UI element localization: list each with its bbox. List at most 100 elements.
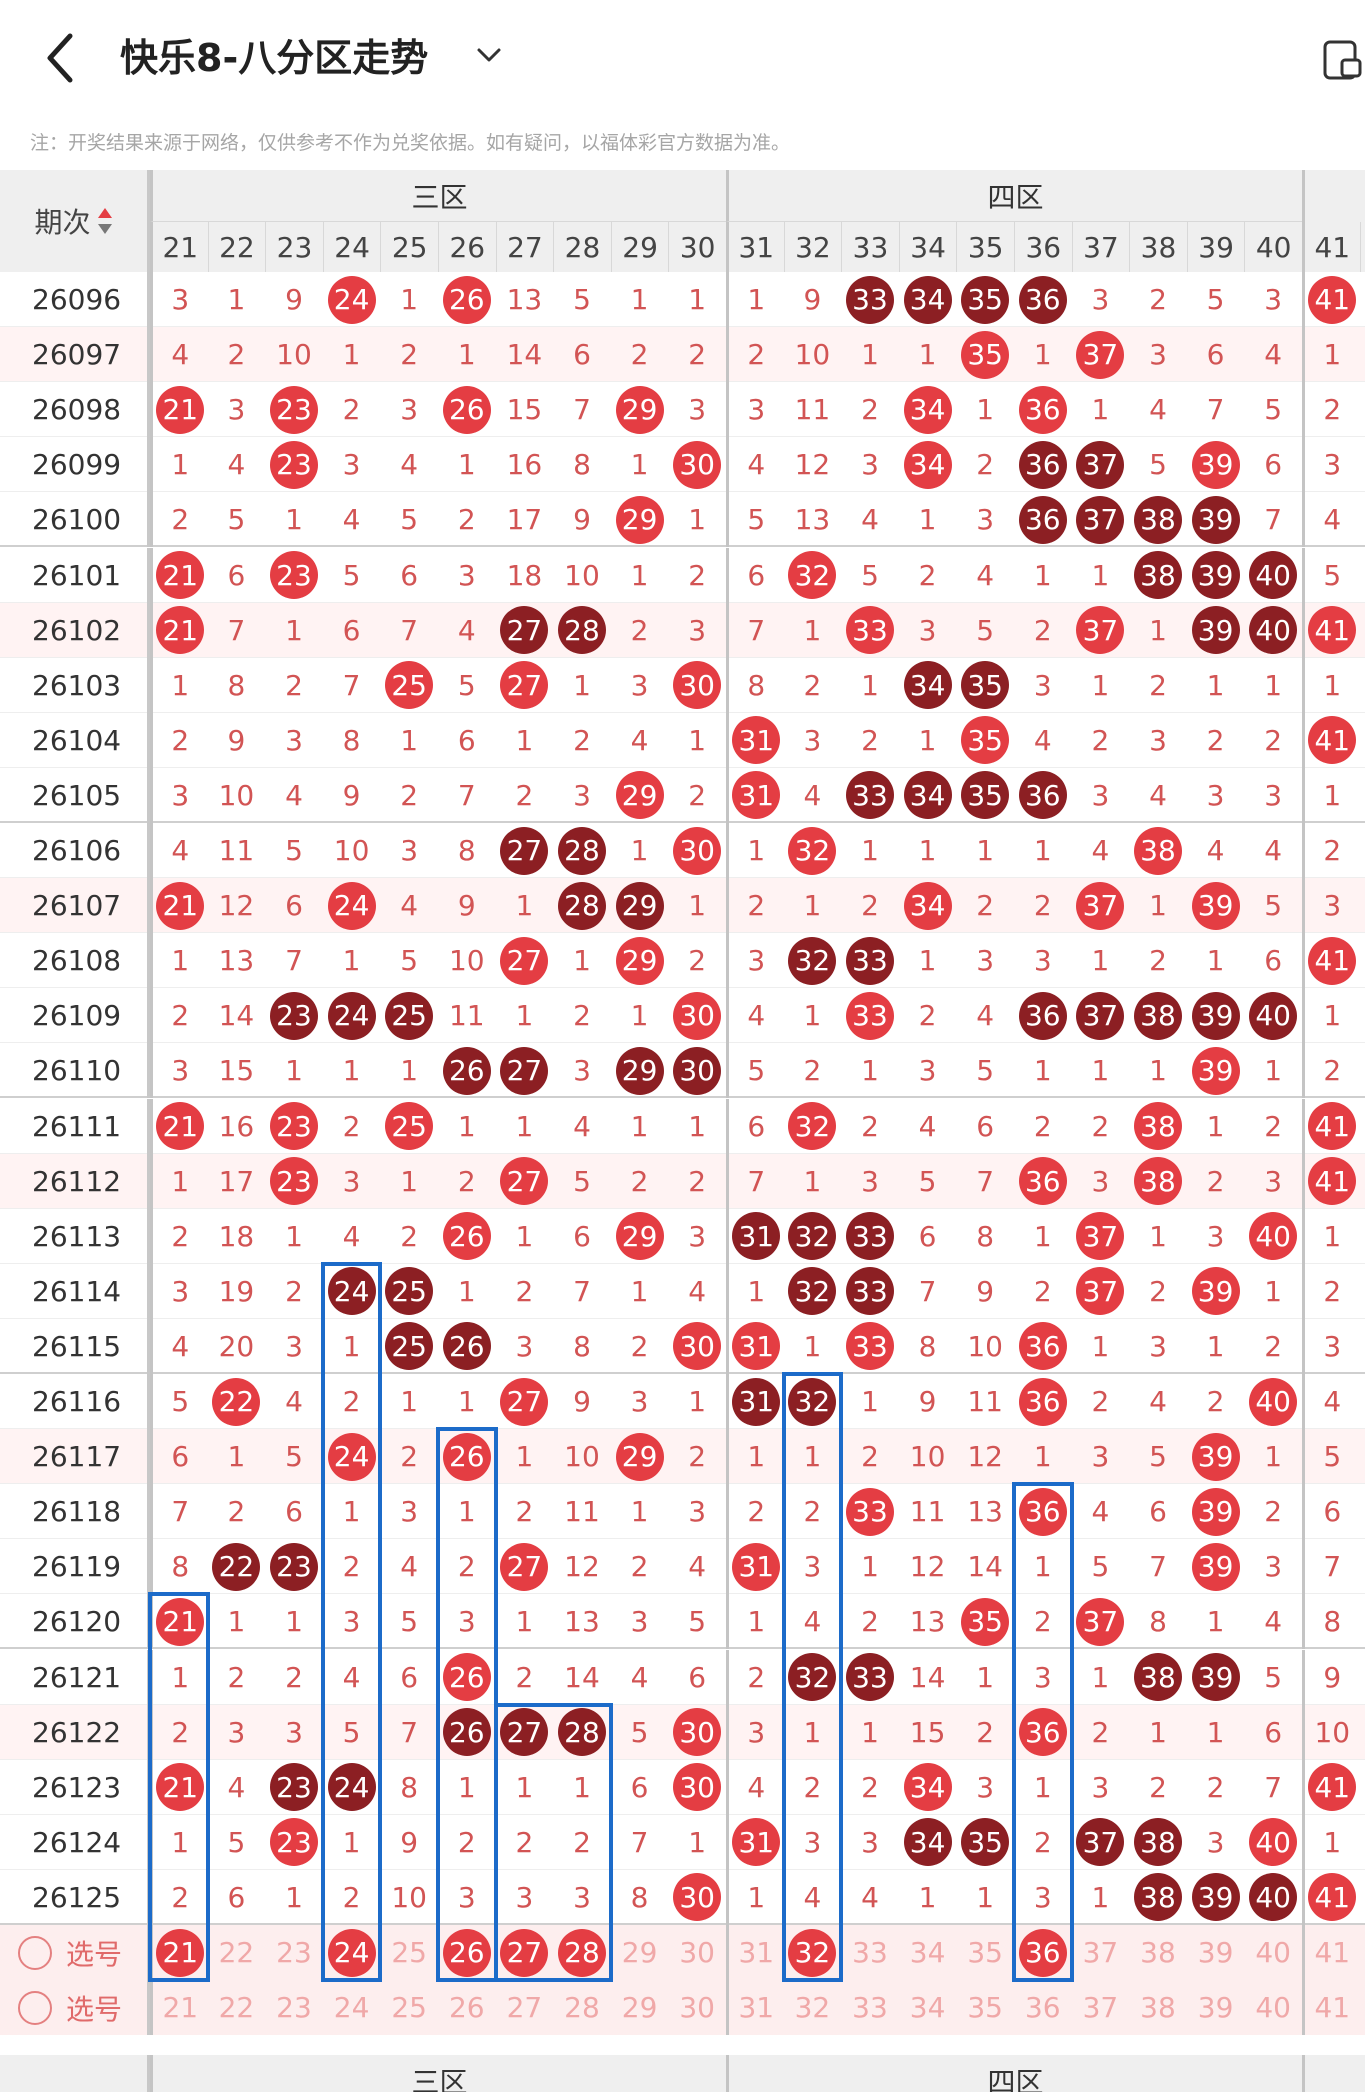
drawn-ball: 38 [1133, 1653, 1182, 1702]
pick-cell-21[interactable]: 21 [150, 1925, 208, 1981]
trend-cell: 26 [438, 1319, 496, 1374]
pick-cell-39[interactable]: 39 [1197, 1936, 1234, 1970]
table-row [0, 878, 1365, 934]
trend-cell: 2 [1206, 1385, 1225, 1419]
drawn-ball: 40 [1249, 1377, 1298, 1426]
pick-cell-36[interactable]: 36 [1024, 1991, 1061, 2025]
trend-cell: 1 [285, 503, 303, 537]
trend-cell: 38 [1129, 1870, 1187, 1925]
pick-cell-32[interactable]: 32 [784, 1925, 842, 1980]
back-chevron-icon[interactable] [40, 28, 80, 88]
trend-cell: 4 [400, 889, 419, 923]
pick-cell-34[interactable]: 34 [909, 1936, 946, 1970]
pick-cell-41[interactable]: 41 [1302, 1925, 1360, 1981]
trend-cell: 16 [506, 448, 543, 482]
drawn-ball: 21 [156, 385, 205, 434]
chevron-down-icon[interactable] [474, 40, 504, 70]
picked-ball[interactable]: 36 [1018, 1928, 1067, 1977]
pick-cell-28[interactable]: 28 [553, 1925, 611, 1980]
trend-cell: 39 [1187, 988, 1245, 1043]
picked-ball[interactable]: 27 [500, 1928, 549, 1977]
trend-cell: 3 [1264, 778, 1283, 812]
pick-row-label[interactable]: 选号 [0, 1925, 150, 1981]
pick-cell-26[interactable]: 26 [448, 1991, 485, 2025]
pick-cell-36[interactable]: 36 [1014, 1925, 1072, 1980]
select-radio-icon[interactable] [18, 1990, 52, 2025]
drawn-ball: 25 [385, 1267, 434, 1316]
drawn-ball: 28 [557, 606, 606, 655]
trend-cell: 1 [976, 834, 995, 868]
page-title[interactable]: 快乐8-八分区走势 [120, 36, 429, 80]
pick-cell-37[interactable]: 37 [1082, 1936, 1119, 1970]
page-icon[interactable] [1322, 38, 1362, 82]
drawn-ball: 39 [1191, 440, 1240, 489]
pick-row-label[interactable]: 选号 [0, 1980, 150, 2036]
drawn-ball: 30 [673, 440, 722, 489]
trend-cell: 21 [150, 1594, 208, 1650]
trend-cell: 38 [1129, 548, 1187, 603]
pick-cell-33[interactable]: 33 [852, 1991, 888, 2025]
pick-cell-40[interactable]: 40 [1255, 1991, 1291, 2025]
pick-cell-22[interactable]: 22 [218, 1991, 255, 2025]
pick-cell-30[interactable]: 30 [679, 1936, 715, 1970]
trend-cell: 5 [285, 834, 303, 868]
pick-cell-32[interactable]: 32 [794, 1991, 831, 2025]
pick-cell-38[interactable]: 38 [1140, 1991, 1176, 2025]
pick-cell-40[interactable]: 40 [1255, 1936, 1291, 1970]
trend-cell: 11 [448, 999, 485, 1033]
picked-ball[interactable]: 26 [442, 1928, 491, 1977]
pick-cell-28[interactable]: 28 [564, 1991, 600, 2025]
drawn-ball: 24 [327, 1432, 376, 1481]
pick-cell-23[interactable]: 23 [276, 1991, 312, 2025]
pick-cell-37[interactable]: 37 [1082, 1991, 1119, 2025]
drawn-ball: 35 [961, 716, 1010, 765]
drawn-ball: 26 [442, 1212, 491, 1261]
trend-cell: 2 [976, 448, 995, 482]
picked-ball[interactable]: 28 [557, 1928, 606, 1977]
drawn-ball: 27 [500, 936, 549, 985]
pick-cell-25[interactable]: 25 [391, 1936, 427, 1970]
pick-cell-24[interactable]: 24 [333, 1991, 370, 2025]
pick-cell-35[interactable]: 35 [967, 1936, 1003, 1970]
picked-ball[interactable]: 21 [156, 1928, 205, 1977]
pick-cell-33[interactable]: 33 [852, 1936, 888, 1970]
trend-cell: 4 [150, 327, 208, 383]
pick-cell-38[interactable]: 38 [1140, 1936, 1176, 1970]
pick-cell-29[interactable]: 29 [621, 1991, 658, 2025]
pick-cell-29[interactable]: 29 [621, 1936, 658, 1970]
trend-cell: 5 [1264, 393, 1283, 427]
pick-cell-24[interactable]: 24 [323, 1925, 381, 1980]
pick-cell-30[interactable]: 30 [679, 1991, 715, 2025]
trend-cell: 1 [1302, 1814, 1360, 1870]
pick-cell-27[interactable]: 27 [496, 1925, 554, 1980]
drawn-ball: 38 [1133, 1818, 1182, 1867]
trend-cell: 12 [564, 1550, 600, 1584]
pick-cell-21[interactable]: 21 [150, 1980, 208, 2036]
trend-cell: 28 [553, 1705, 611, 1760]
pick-cell-34[interactable]: 34 [909, 1991, 946, 2025]
trend-cell: 29 [611, 878, 669, 933]
picked-ball[interactable]: 32 [788, 1928, 837, 1977]
pick-cell-22[interactable]: 22 [218, 1936, 255, 1970]
pick-cell-39[interactable]: 39 [1197, 1991, 1234, 2025]
trend-cell: 1 [1302, 657, 1360, 713]
pick-cell-26[interactable]: 26 [438, 1925, 496, 1980]
trend-cell: 1 [1206, 944, 1225, 978]
trend-cell: 4 [976, 999, 995, 1033]
pick-cell-27[interactable]: 27 [506, 1991, 543, 2025]
trend-cell: 4 [726, 1759, 784, 1815]
drawn-ball: 38 [1133, 1102, 1182, 1151]
pick-cell-31[interactable]: 31 [726, 1980, 784, 2036]
pick-cell-35[interactable]: 35 [967, 1991, 1003, 2025]
picked-ball[interactable]: 24 [327, 1928, 376, 1977]
period-header[interactable]: 期次 [0, 170, 150, 272]
select-radio-icon[interactable] [18, 1935, 52, 1970]
pick-cell-25[interactable]: 25 [391, 1991, 427, 2025]
pick-cell-31[interactable]: 31 [726, 1925, 784, 1981]
trend-cell: 4 [1302, 1374, 1360, 1430]
trend-cell: 31 [726, 1374, 784, 1430]
pick-cell-41[interactable]: 41 [1302, 1980, 1360, 2036]
sort-icon[interactable] [97, 206, 113, 236]
drawn-ball: 33 [845, 606, 894, 655]
pick-cell-23[interactable]: 23 [276, 1936, 312, 1970]
